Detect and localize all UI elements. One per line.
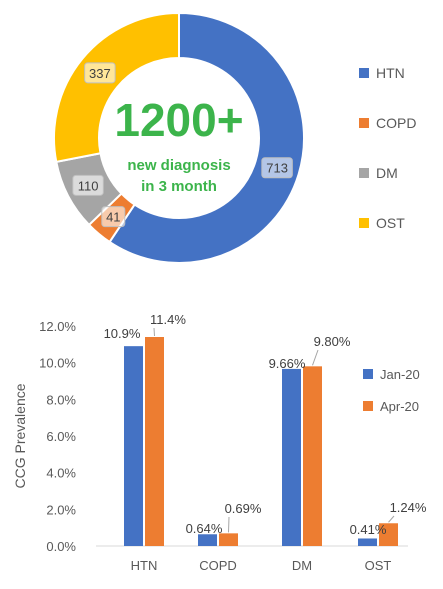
leader-line <box>228 516 230 533</box>
legend-label-copd: COPD <box>376 115 416 131</box>
legend-swatch-apr-20 <box>363 401 373 411</box>
legend-label-dm: DM <box>376 165 398 181</box>
x-tick-label: HTN <box>131 558 158 573</box>
donut-data-label-copd: 41 <box>106 210 120 225</box>
legend-label-apr-20: Apr-20 <box>380 399 419 414</box>
donut-slice-htn <box>108 11 305 264</box>
center-caption-line2: in 3 month <box>141 178 217 195</box>
center-caption-line1: new diagnosis <box>127 157 230 174</box>
legend-label-ost: OST <box>376 215 405 231</box>
leader-line <box>388 515 395 523</box>
donut-data-label-box <box>261 157 293 179</box>
donut-data-label-dm: 110 <box>78 178 99 193</box>
bar-chart: 0.0% 2.0% 4.0% 6.0% 8.0% 10.0% 12.0% CCG Preval… <box>12 312 427 573</box>
legend-label-htn: HTN <box>376 65 405 81</box>
leader-line <box>153 327 155 337</box>
legend-swatch-copd <box>359 118 369 128</box>
legend-swatch-htn <box>359 68 369 78</box>
leader-line <box>312 349 319 366</box>
bar-ost-jan-20 <box>358 538 377 546</box>
bar-ost-apr-20 <box>379 523 398 546</box>
y-tick-label: 4.0% <box>46 466 76 481</box>
y-tick-label: 8.0% <box>46 392 76 407</box>
data-label-ost-jan-20: 0.41% <box>350 522 387 537</box>
donut-data-label-box <box>84 62 116 84</box>
y-tick-label: 10.0% <box>39 356 76 371</box>
data-label-dm-jan-20: 9.66% <box>269 356 306 371</box>
data-label-copd-jan-20: 0.64% <box>186 521 223 536</box>
center-headline-value: 1200+ <box>114 94 243 146</box>
data-label-htn-jan-20: 10.9% <box>104 326 141 341</box>
bar-htn-jan-20 <box>124 346 143 546</box>
donut-slice-ost <box>53 11 180 164</box>
donut-chart: 713 41 110 337 1200+ new diagnosis in 3 month… <box>53 11 416 264</box>
legend-swatch-dm <box>359 168 369 178</box>
donut-data-label-htn: 713 <box>266 161 288 176</box>
x-tick-label: COPD <box>199 558 237 573</box>
data-label-copd-apr-20: 0.69% <box>225 501 262 516</box>
data-label-dm-apr-20: 9.80% <box>314 334 351 349</box>
bar-copd-jan-20 <box>198 534 217 546</box>
data-label-ost-apr-20: 1.24% <box>390 500 427 515</box>
x-tick-label: DM <box>292 558 312 573</box>
y-tick-label: 6.0% <box>46 429 76 444</box>
x-tick-label: OST <box>365 558 392 573</box>
donut-data-label-box <box>72 174 104 196</box>
y-tick-label: 12.0% <box>39 319 76 334</box>
bar-dm-jan-20 <box>282 368 301 546</box>
y-tick-label: 0.0% <box>46 539 76 554</box>
donut-data-label-ost: 337 <box>89 66 111 81</box>
bar-copd-apr-20 <box>219 533 238 546</box>
legend-swatch-jan-20 <box>363 369 373 379</box>
legend-swatch-ost <box>359 218 369 228</box>
y-axis-title: CCG Prevalence <box>12 383 28 488</box>
bar-dm-apr-20 <box>303 366 322 546</box>
legend-label-jan-20: Jan-20 <box>380 367 420 382</box>
donut-data-label-box <box>101 206 126 228</box>
y-tick-label: 2.0% <box>46 502 76 517</box>
data-label-htn-apr-20: 11.4% <box>150 312 186 327</box>
bar-htn-apr-20 <box>145 337 164 546</box>
